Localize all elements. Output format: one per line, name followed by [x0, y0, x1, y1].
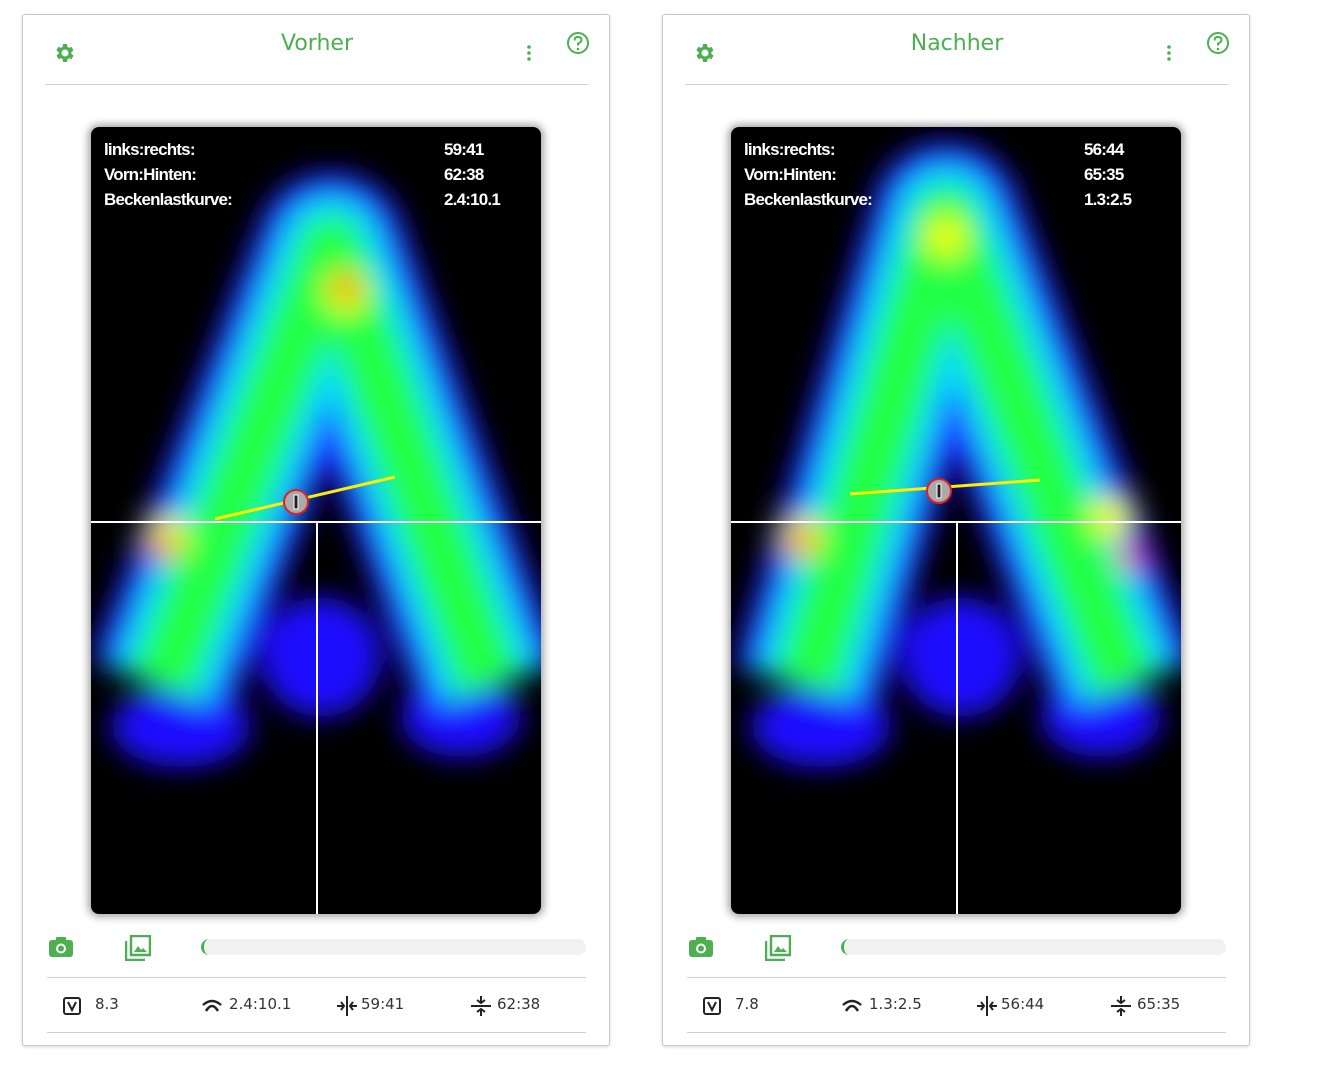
footer-value: 62:38	[497, 995, 541, 1013]
heat-blue	[111, 687, 251, 767]
overlay-label: Vorn:Hinten:	[104, 165, 197, 184]
footer-value: 2.4:10.1	[229, 995, 292, 1013]
heat-spot	[151, 535, 175, 559]
pelvis-marker-center	[293, 494, 299, 510]
help-button[interactable]	[1206, 31, 1230, 55]
heat-spot	[334, 275, 358, 299]
camera-button[interactable]	[48, 936, 74, 958]
progress-bar	[841, 939, 1226, 955]
overlay-value: 2.4:10.1	[444, 190, 501, 209]
pelvis-marker-center	[936, 483, 942, 499]
separator	[687, 1032, 1226, 1033]
heat-spot	[1089, 495, 1133, 539]
front-back-icon	[1111, 996, 1131, 1016]
overlay-value: 62:38	[444, 165, 484, 184]
overlay-label: Beckenlastkurve:	[104, 190, 233, 209]
progress-bar	[201, 939, 586, 955]
settings-button[interactable]	[692, 41, 716, 65]
heat-blue	[751, 687, 891, 767]
front-back-icon	[471, 996, 491, 1016]
heatmap	[91, 172, 541, 914]
help-button[interactable]	[566, 31, 590, 55]
footer-value: 59:41	[361, 995, 405, 1013]
pressure-image: links:rechts: 59:41 Vorn:Hinten: 62:38 Bec…	[91, 127, 541, 914]
footer-value: 56:44	[1001, 995, 1045, 1013]
separator	[685, 84, 1228, 85]
pelvis-icon	[202, 999, 222, 1012]
gallery-button[interactable]	[765, 935, 791, 961]
panel-title: Nachher	[910, 31, 1004, 56]
separator	[47, 977, 586, 978]
overlay-label: Beckenlastkurve:	[744, 190, 873, 209]
pelvis-icon	[842, 999, 862, 1012]
footer-value: 8.3	[95, 995, 119, 1013]
heatmap	[731, 142, 1181, 914]
heat-blue	[901, 597, 1021, 717]
settings-button[interactable]	[52, 41, 76, 65]
camera-button[interactable]	[688, 936, 714, 958]
heat-layers	[91, 172, 541, 767]
overlay-value: 59:41	[444, 140, 484, 159]
menu-button[interactable]	[525, 43, 533, 63]
overlay-value: 56:44	[1084, 140, 1124, 159]
left-right-icon	[977, 996, 997, 1016]
heat-green	[130, 214, 522, 699]
overlay-label: links:rechts:	[104, 140, 195, 159]
heat-blue	[261, 597, 381, 717]
footer-value: 1.3:2.5	[869, 995, 922, 1013]
overlay-value: 1.3:2.5	[1084, 190, 1132, 209]
panel-title: Vorher	[281, 31, 353, 56]
heat-layers	[734, 142, 1181, 767]
panel: Vorher links:rechts: 59:41 Vorn:Hinten: 6…	[22, 14, 610, 1046]
overlay-label: links:rechts:	[744, 140, 835, 159]
pressure-image: links:rechts: 56:44 Vorn:Hinten: 65:35 Bec…	[731, 127, 1181, 914]
separator	[687, 977, 1226, 978]
overlay-label: Vorn:Hinten:	[744, 165, 837, 184]
overlay-value: 65:35	[1084, 165, 1124, 184]
footer-value: 65:35	[1137, 995, 1181, 1013]
separator	[47, 1032, 586, 1033]
score-icon	[703, 997, 721, 1015]
left-right-icon	[337, 996, 357, 1016]
panel: Nachher links:rechts: 56:44 Vorn:Hinten: …	[662, 14, 1250, 1046]
heat-blue	[1041, 677, 1161, 757]
menu-button[interactable]	[1165, 43, 1173, 63]
heat-blue	[401, 677, 521, 757]
gallery-button[interactable]	[125, 935, 151, 961]
heat-spot	[1119, 545, 1143, 569]
heat-spot	[924, 215, 968, 259]
score-icon	[63, 997, 81, 1015]
heat-spot	[789, 530, 813, 554]
footer-value: 7.8	[735, 995, 759, 1013]
separator	[45, 84, 588, 85]
